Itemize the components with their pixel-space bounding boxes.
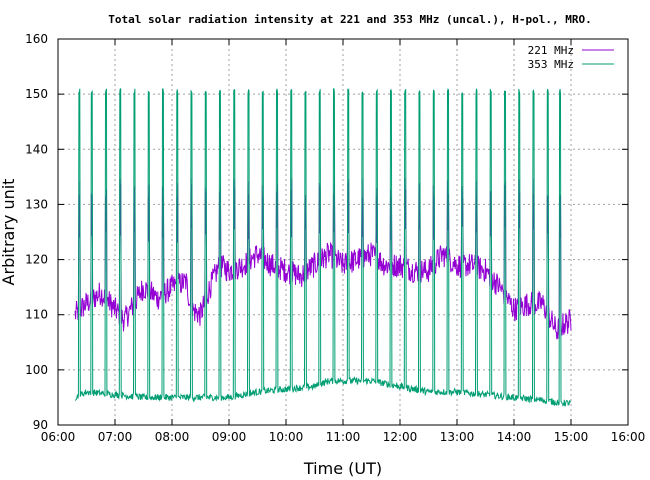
x-tick-label: 14:00: [497, 430, 532, 444]
y-tick-label: 100: [25, 363, 48, 377]
series-221-mhz: [74, 177, 572, 340]
legend: 221 MHz 353 MHz: [528, 44, 614, 71]
x-tick-label: 10:00: [269, 430, 304, 444]
series-line: [74, 88, 572, 407]
y-tick-label: 150: [25, 87, 48, 101]
y-tick-label: 140: [25, 142, 48, 156]
legend-label-221: 221 MHz: [528, 44, 574, 57]
x-tick-label: 15:00: [554, 430, 589, 444]
x-tick-label: 11:00: [326, 430, 361, 444]
x-axis-label: Time (UT): [303, 459, 382, 478]
y-axis-ticks: 90 100 110 120 130 140 150 160: [25, 32, 628, 432]
x-tick-label: 12:00: [383, 430, 418, 444]
y-tick-label: 90: [33, 418, 48, 432]
chart-title: Total solar radiation intensity at 221 a…: [108, 13, 591, 26]
x-tick-label: 07:00: [98, 430, 133, 444]
x-tick-label: 08:00: [155, 430, 190, 444]
x-tick-label: 13:00: [440, 430, 475, 444]
y-tick-label: 160: [25, 32, 48, 46]
y-tick-label: 110: [25, 308, 48, 322]
y-tick-label: 120: [25, 253, 48, 267]
series-line: [74, 177, 572, 340]
x-tick-label: 06:00: [41, 430, 76, 444]
x-tick-label: 09:00: [212, 430, 247, 444]
series-353-mhz: [74, 88, 572, 407]
y-tick-label: 130: [25, 197, 48, 211]
x-tick-label: 16:00: [611, 430, 646, 444]
x-axis-ticks: 06:00 07:00 08:00 09:00 10:00 11:00 12:00 13:00…: [41, 39, 646, 444]
y-axis-label: Arbitrary unit: [0, 179, 18, 286]
legend-label-353: 353 MHz: [528, 58, 574, 71]
